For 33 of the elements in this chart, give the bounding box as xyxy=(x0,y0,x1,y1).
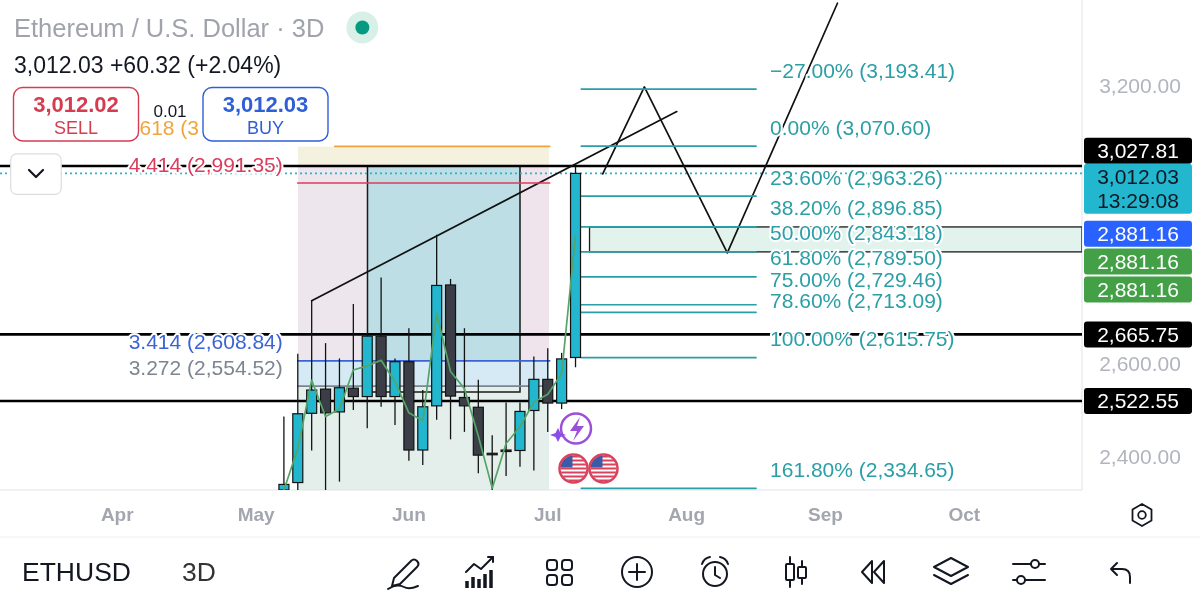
text: 2,881.16 xyxy=(1097,222,1179,246)
text: 3D xyxy=(182,557,216,587)
series-label: 61.80% (2,789.50) xyxy=(770,246,943,270)
text: 2,881.16 xyxy=(1097,249,1179,273)
text: 3,012.03 +60.32 (+2.04%) xyxy=(14,52,282,78)
ref-line-label: 2,522.55 xyxy=(1097,389,1179,413)
x-tick-label: May xyxy=(237,504,276,525)
text: Ethereum / U.S. Dollar · 3D xyxy=(14,13,325,42)
series-label: 3.272 (2,554.52) xyxy=(128,355,283,379)
ref-line-label: 2,665.75 xyxy=(1097,322,1179,346)
series-label: 161.80% (2,334.65) xyxy=(770,457,955,481)
text: ETHUSD xyxy=(22,557,131,587)
y-tick-label: 2,400.00 xyxy=(1099,445,1181,469)
y-tick-label: 2,600.00 xyxy=(1099,352,1181,376)
x-tick-label: Aug xyxy=(668,504,706,525)
annotation: 3,012.02 xyxy=(33,92,119,117)
series-label: 50.00% (2,843.18) xyxy=(770,221,943,245)
x-tick-label: Jun xyxy=(391,504,426,525)
annotation: 3,012.03 xyxy=(222,92,309,117)
text: 2,881.16 xyxy=(1097,278,1179,301)
series-label: 23.60% (2,963.26) xyxy=(770,165,943,189)
x-tick-label: Oct xyxy=(948,504,981,525)
y-tick-label: 3,200.00 xyxy=(1099,73,1181,97)
annotation: BUY xyxy=(246,118,285,138)
series-label: 3.414 (2,608.84) xyxy=(128,330,283,354)
annotation: 0.01 xyxy=(153,102,187,121)
ref-line-label: 3,027.81 xyxy=(1097,139,1179,163)
annotation: SELL xyxy=(53,118,99,138)
series-label: 38.20% (2,896.85) xyxy=(770,196,943,220)
x-tick-label: Jul xyxy=(534,504,562,525)
x-tick-label: Apr xyxy=(100,504,135,525)
ref-line-label: 3,012.03 13:29:08 xyxy=(1097,165,1179,212)
x-tick-label: Sep xyxy=(808,504,843,525)
